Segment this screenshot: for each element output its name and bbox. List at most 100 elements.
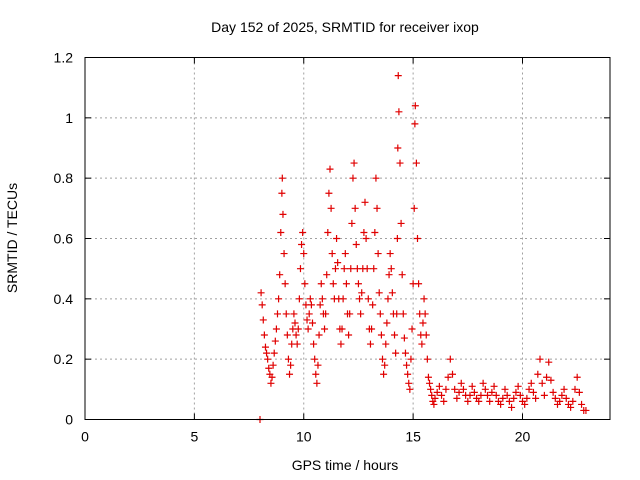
data-point <box>286 370 294 378</box>
data-point <box>323 271 331 279</box>
data-point <box>272 325 280 333</box>
data-point <box>303 316 311 324</box>
data-point <box>306 295 314 303</box>
data-point <box>543 373 551 381</box>
data-point <box>477 391 485 399</box>
data-point <box>301 280 309 288</box>
data-point <box>394 144 402 152</box>
data-point <box>257 289 265 297</box>
data-point <box>264 355 272 363</box>
chart-title: Day 152 of 2025, SRMTID for receiver ixo… <box>211 19 479 35</box>
data-point <box>325 189 333 197</box>
data-point <box>282 310 290 318</box>
data-point <box>293 340 301 348</box>
data-point <box>446 355 454 363</box>
data-point <box>479 379 487 387</box>
data-point <box>405 379 413 387</box>
data-point <box>265 364 273 372</box>
data-point <box>324 228 332 236</box>
data-point <box>484 391 491 399</box>
data-point <box>372 174 380 182</box>
data-point <box>295 295 303 303</box>
data-point <box>427 385 435 393</box>
data-point <box>375 289 383 297</box>
data-point <box>281 280 289 288</box>
data-point <box>261 343 269 351</box>
data-point <box>342 280 350 288</box>
x-tick-label: 20 <box>515 429 531 445</box>
data-point <box>582 406 590 414</box>
data-point <box>340 265 348 273</box>
data-point <box>348 219 356 227</box>
data-point <box>401 349 409 357</box>
data-point <box>449 370 456 378</box>
data-point <box>388 289 396 297</box>
data-point <box>396 159 404 167</box>
data-point <box>259 316 267 324</box>
y-tick-label: 0.6 <box>54 231 74 247</box>
data-point <box>277 228 285 236</box>
data-point <box>278 174 286 182</box>
data-point <box>366 340 374 348</box>
data-point <box>351 204 359 212</box>
data-point <box>411 102 419 110</box>
data-point <box>377 331 385 339</box>
data-point <box>547 376 555 384</box>
data-point <box>356 295 364 303</box>
data-point <box>299 228 307 236</box>
grid <box>85 57 610 420</box>
data-point <box>326 165 334 173</box>
data-point <box>376 310 384 318</box>
data-point <box>426 379 434 387</box>
data-point <box>501 385 509 393</box>
data-point <box>397 219 405 227</box>
data-point <box>407 355 415 363</box>
data-point <box>525 385 533 393</box>
data-point <box>497 400 505 408</box>
x-tick-label: 0 <box>81 429 89 445</box>
data-point <box>271 337 279 345</box>
data-point <box>440 397 448 405</box>
data-point <box>338 325 346 333</box>
data-point <box>275 295 283 303</box>
data-point <box>374 250 382 258</box>
data-point <box>451 385 459 393</box>
data-point <box>573 373 581 381</box>
data-point <box>362 235 370 242</box>
data-point <box>370 265 378 273</box>
data-point <box>514 382 522 390</box>
data-point <box>279 210 287 218</box>
data-point <box>578 400 586 408</box>
data-point <box>527 379 535 387</box>
data-point <box>321 325 329 333</box>
data-point <box>422 331 430 339</box>
y-tick-label: 0 <box>65 412 73 428</box>
data-point <box>313 379 321 387</box>
data-point <box>406 385 414 393</box>
series-srmtid <box>256 72 590 423</box>
data-point <box>386 250 394 258</box>
data-point <box>562 394 570 402</box>
data-point <box>466 391 474 399</box>
data-point <box>270 349 278 357</box>
data-point <box>267 379 275 387</box>
data-point <box>358 289 366 297</box>
data-point <box>381 361 389 369</box>
data-point <box>312 370 320 378</box>
x-tick-label: 5 <box>190 429 198 445</box>
data-point <box>350 159 358 167</box>
data-point <box>346 310 354 318</box>
data-point <box>360 228 368 236</box>
data-point <box>490 382 498 390</box>
data-point <box>309 319 316 327</box>
data-point <box>536 355 544 363</box>
data-point <box>560 385 568 393</box>
data-point <box>567 403 575 411</box>
data-point <box>532 394 540 402</box>
data-point <box>400 334 408 342</box>
data-point <box>331 265 339 273</box>
data-point <box>339 295 347 303</box>
data-point <box>455 388 463 396</box>
data-point <box>523 394 531 402</box>
data-point <box>278 189 286 197</box>
